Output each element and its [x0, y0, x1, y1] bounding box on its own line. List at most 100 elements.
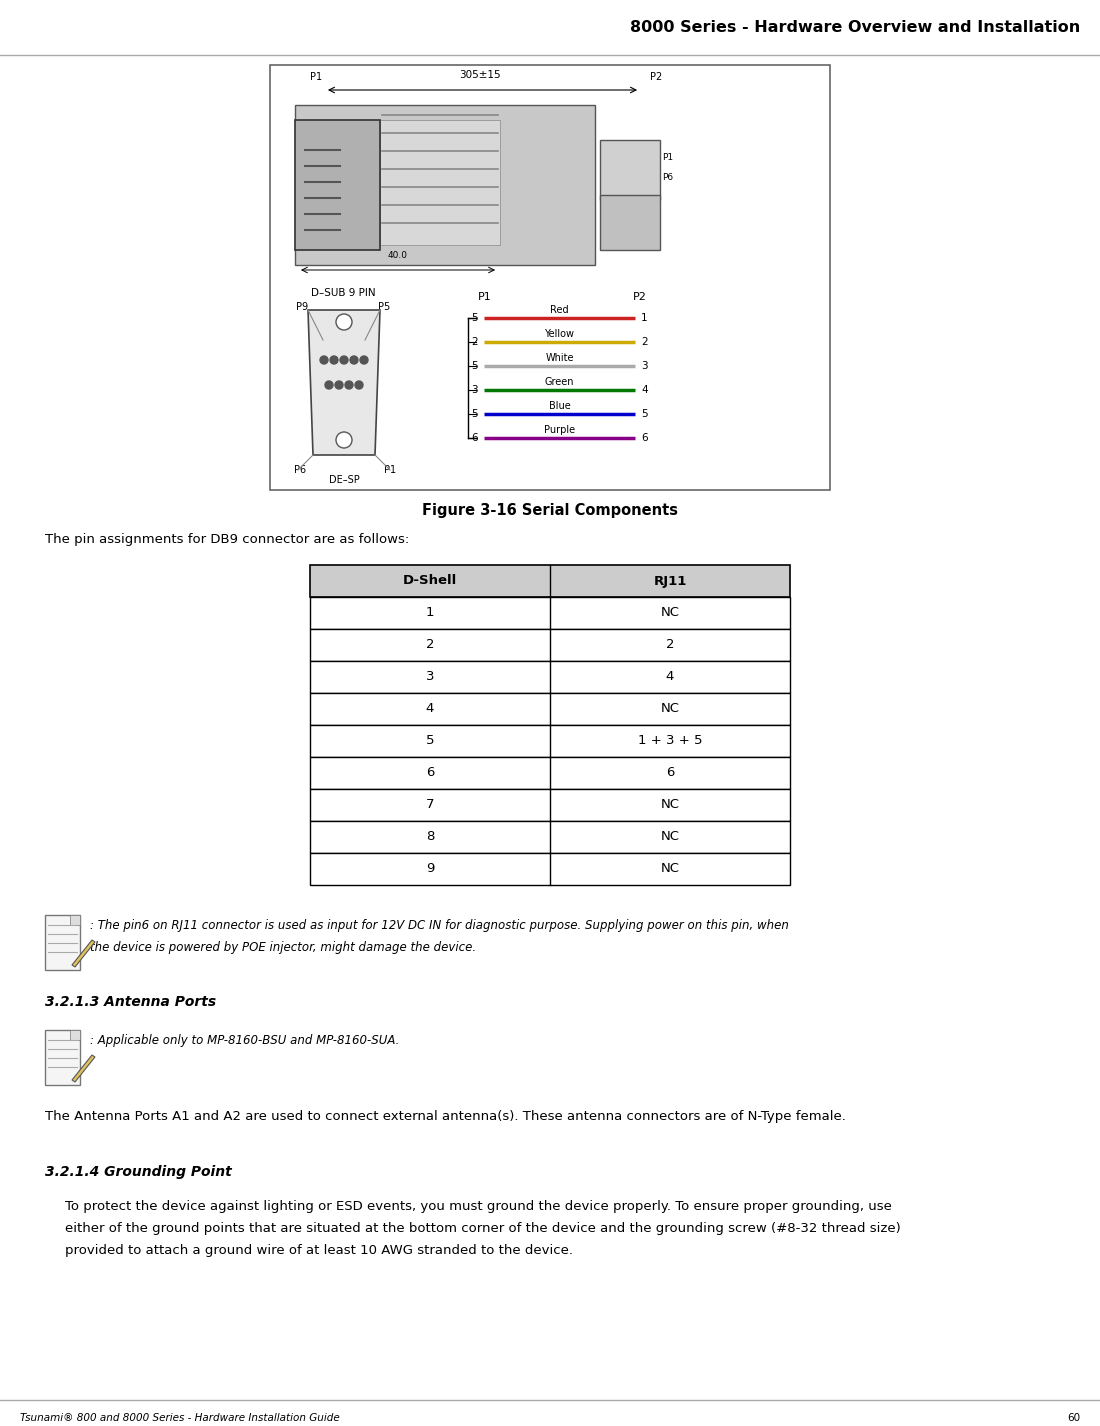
Text: NC: NC [660, 799, 680, 811]
Text: RJ11: RJ11 [653, 575, 686, 588]
Text: Blue: Blue [549, 401, 571, 411]
Text: P6: P6 [294, 465, 306, 475]
Circle shape [340, 356, 348, 364]
Bar [600, 140, 660, 200]
Text: either of the ground points that are situated at the bottom corner of the device: either of the ground points that are sit… [65, 1222, 901, 1235]
Text: P2: P2 [634, 292, 647, 302]
Text: Red: Red [550, 305, 569, 315]
Text: 3: 3 [472, 385, 478, 395]
Bar [310, 597, 790, 629]
Text: 9: 9 [426, 863, 434, 876]
Text: 2: 2 [641, 337, 648, 347]
Text: Green: Green [544, 376, 574, 386]
Text: White: White [546, 354, 574, 364]
Text: NC: NC [660, 863, 680, 876]
Text: P2: P2 [650, 71, 662, 83]
Text: P5: P5 [378, 302, 390, 312]
Text: 2: 2 [666, 639, 674, 652]
Polygon shape [70, 915, 80, 925]
Polygon shape [72, 1055, 95, 1082]
Text: 3.2.1.4 Grounding Point: 3.2.1.4 Grounding Point [45, 1165, 232, 1179]
Text: 5: 5 [472, 361, 478, 371]
Text: Figure 3-16 Serial Components: Figure 3-16 Serial Components [422, 502, 678, 518]
Circle shape [350, 356, 358, 364]
Text: 1 + 3 + 5: 1 + 3 + 5 [638, 734, 702, 747]
Bar [310, 629, 790, 662]
Bar [310, 853, 790, 886]
Text: : The pin6 on RJ11 connector is used as input for 12V DC IN for diagnostic purpo: : The pin6 on RJ11 connector is used as … [90, 918, 789, 933]
Text: 6: 6 [666, 767, 674, 780]
Circle shape [360, 356, 368, 364]
Text: Purple: Purple [543, 425, 575, 435]
Text: P1: P1 [310, 71, 322, 83]
Text: 6: 6 [426, 767, 434, 780]
Text: P1: P1 [662, 154, 673, 163]
Text: 2: 2 [426, 639, 434, 652]
Bar [270, 66, 830, 491]
Circle shape [345, 381, 353, 389]
Circle shape [320, 356, 328, 364]
Text: The Antenna Ports A1 and A2 are used to connect external antenna(s). These anten: The Antenna Ports A1 and A2 are used to … [45, 1109, 846, 1124]
Bar [295, 120, 380, 250]
Circle shape [336, 381, 343, 389]
Text: Yellow: Yellow [544, 329, 574, 339]
Text: To protect the device against lighting or ESD events, you must ground the device: To protect the device against lighting o… [65, 1201, 892, 1214]
Text: P6: P6 [662, 174, 673, 183]
Bar [310, 821, 790, 853]
Text: P9: P9 [296, 302, 308, 312]
Text: the device is powered by POE injector, might damage the device.: the device is powered by POE injector, m… [90, 941, 476, 954]
Polygon shape [72, 940, 95, 967]
Bar [45, 915, 80, 970]
Text: P1: P1 [384, 465, 396, 475]
Bar [45, 1030, 80, 1085]
Circle shape [324, 381, 333, 389]
Text: 5: 5 [426, 734, 434, 747]
Bar [310, 662, 790, 693]
Text: 5: 5 [641, 409, 648, 419]
Text: 4: 4 [641, 385, 648, 395]
Text: 4: 4 [666, 670, 674, 683]
Text: 3.2.1.3 Antenna Ports: 3.2.1.3 Antenna Ports [45, 995, 216, 1010]
Circle shape [336, 314, 352, 329]
Text: 1: 1 [641, 312, 648, 324]
Text: 6: 6 [472, 434, 478, 443]
Circle shape [330, 356, 338, 364]
Text: The pin assignments for DB9 connector are as follows:: The pin assignments for DB9 connector ar… [45, 533, 409, 546]
Text: 8000 Series - Hardware Overview and Installation: 8000 Series - Hardware Overview and Inst… [629, 20, 1080, 36]
Bar [310, 757, 790, 789]
Polygon shape [70, 1030, 80, 1040]
Text: 40.0: 40.0 [388, 251, 408, 260]
Text: 60: 60 [1067, 1413, 1080, 1423]
Text: NC: NC [660, 703, 680, 716]
Text: 7: 7 [426, 799, 434, 811]
Polygon shape [308, 309, 380, 455]
Text: provided to attach a ground wire of at least 10 AWG stranded to the device.: provided to attach a ground wire of at l… [65, 1243, 573, 1256]
Text: 4: 4 [426, 703, 434, 716]
Circle shape [336, 432, 352, 448]
Bar [600, 195, 660, 250]
Text: NC: NC [660, 606, 680, 619]
Text: Tsunami® 800 and 8000 Series - Hardware Installation Guide: Tsunami® 800 and 8000 Series - Hardware … [20, 1413, 340, 1423]
Bar [310, 724, 790, 757]
Bar [379, 120, 500, 245]
Bar [310, 693, 790, 724]
Text: 5: 5 [472, 409, 478, 419]
Text: 6: 6 [641, 434, 648, 443]
Text: 1: 1 [426, 606, 434, 619]
Text: P1: P1 [478, 292, 492, 302]
Circle shape [355, 381, 363, 389]
Text: 3: 3 [426, 670, 434, 683]
Text: 8: 8 [426, 830, 434, 844]
Text: 5: 5 [472, 312, 478, 324]
Text: 305±15: 305±15 [459, 70, 500, 80]
Bar [310, 565, 790, 597]
Text: DE–SP: DE–SP [329, 475, 360, 485]
Bar [295, 106, 595, 265]
Bar [310, 789, 790, 821]
Text: 2: 2 [472, 337, 478, 347]
Text: D-Shell: D-Shell [403, 575, 458, 588]
Text: NC: NC [660, 830, 680, 844]
Text: : Applicable only to MP-8160-BSU and MP-8160-SUA.: : Applicable only to MP-8160-BSU and MP-… [90, 1034, 399, 1047]
Text: 3: 3 [641, 361, 648, 371]
Text: D–SUB 9 PIN: D–SUB 9 PIN [310, 288, 375, 298]
